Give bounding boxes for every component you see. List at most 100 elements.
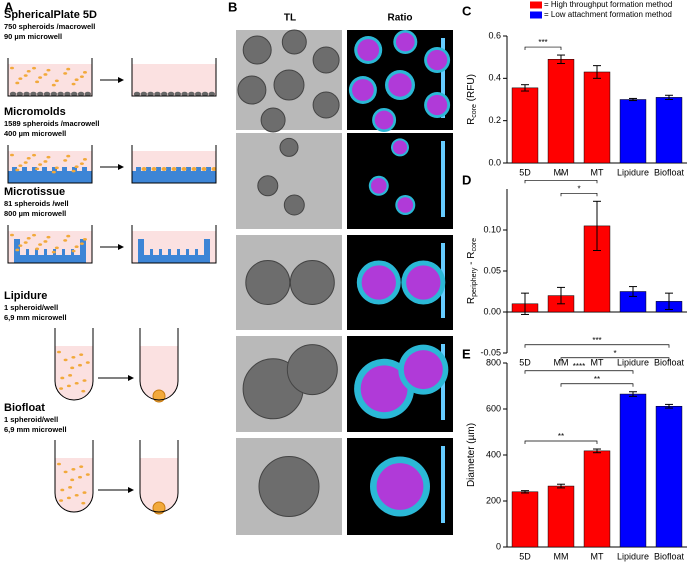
medium bbox=[8, 64, 92, 96]
cell bbox=[54, 79, 59, 83]
bar bbox=[655, 405, 683, 548]
ratio-core bbox=[403, 350, 443, 390]
significance-label: * bbox=[577, 184, 580, 193]
significance-bracket bbox=[560, 383, 634, 387]
well bbox=[131, 58, 217, 97]
cell bbox=[81, 501, 86, 505]
y-axis-label: Diameter (µm) bbox=[466, 423, 477, 487]
cell bbox=[32, 66, 37, 70]
cell bbox=[26, 69, 31, 73]
significance-label: * bbox=[559, 171, 562, 180]
mold-tooth bbox=[136, 167, 141, 172]
cell bbox=[43, 73, 48, 76]
y-axis-label-part: R bbox=[466, 118, 477, 125]
spheroid bbox=[43, 91, 51, 97]
x-tick-label: MM bbox=[554, 551, 569, 561]
significance-label: *** bbox=[592, 336, 601, 345]
spheroid bbox=[211, 167, 217, 171]
cell bbox=[10, 153, 14, 157]
mold-tooth bbox=[52, 167, 57, 172]
method-size: 90 µm microwell bbox=[4, 32, 62, 41]
tl-spheroid bbox=[260, 107, 286, 133]
spheroid bbox=[9, 91, 17, 97]
mold-tooth bbox=[186, 167, 191, 172]
cell bbox=[60, 488, 65, 492]
cell bbox=[68, 486, 73, 489]
cell bbox=[79, 465, 84, 468]
cell bbox=[82, 158, 87, 161]
ratio-core bbox=[360, 365, 408, 413]
cell bbox=[54, 166, 59, 170]
well bbox=[7, 145, 93, 184]
significance-bracket bbox=[524, 370, 634, 374]
well bbox=[7, 225, 93, 264]
cell bbox=[35, 80, 40, 84]
cell bbox=[46, 68, 51, 72]
cell bbox=[79, 75, 84, 78]
spheroid bbox=[64, 91, 71, 97]
insert bbox=[138, 239, 210, 263]
x-tick-label: 5D bbox=[519, 357, 531, 367]
y-tick-label: 200 bbox=[486, 495, 501, 505]
significance-label: **** bbox=[573, 362, 585, 371]
mold-tooth bbox=[146, 167, 151, 172]
ratio-core bbox=[376, 463, 424, 510]
mold-tooth bbox=[156, 167, 161, 172]
ratio-core bbox=[426, 94, 448, 116]
cell bbox=[85, 473, 90, 476]
bar bbox=[547, 485, 575, 548]
insert-post bbox=[177, 249, 180, 255]
insert-post bbox=[150, 249, 153, 255]
method-name: SphericalPlate 5D bbox=[4, 9, 97, 21]
y-tick-label: 600 bbox=[486, 403, 501, 413]
cell bbox=[78, 475, 82, 479]
mold-tooth bbox=[22, 167, 27, 172]
cell bbox=[63, 470, 68, 474]
tube bbox=[139, 328, 179, 401]
cell bbox=[38, 243, 43, 246]
arrow-head bbox=[128, 375, 134, 381]
mold-tooth bbox=[42, 167, 47, 172]
y-tick-label: 800 bbox=[486, 357, 501, 367]
arrow-head bbox=[118, 164, 124, 170]
mold-tooth bbox=[206, 167, 211, 172]
significance-bracket bbox=[524, 179, 598, 184]
ratio-core bbox=[392, 140, 408, 155]
spheroid bbox=[151, 167, 157, 171]
insert-post bbox=[44, 249, 47, 255]
cell bbox=[66, 154, 71, 158]
cell bbox=[70, 366, 75, 370]
tl-spheroid bbox=[286, 344, 338, 396]
medium bbox=[140, 458, 178, 512]
cell bbox=[15, 81, 20, 85]
bar bbox=[511, 491, 539, 548]
cell bbox=[35, 247, 40, 251]
x-tick-label: Lipidure bbox=[617, 551, 649, 561]
y-tick-label: -0.05 bbox=[480, 347, 501, 357]
cell bbox=[71, 169, 76, 173]
insert-post bbox=[26, 249, 29, 255]
cell bbox=[63, 72, 68, 75]
spheroid bbox=[71, 91, 78, 97]
y-axis-label-part: R bbox=[466, 297, 477, 304]
cell bbox=[82, 238, 87, 241]
cell bbox=[74, 78, 79, 81]
cell bbox=[71, 467, 76, 471]
spheroid bbox=[161, 91, 168, 97]
cell bbox=[46, 155, 51, 159]
cell bbox=[57, 350, 61, 354]
method-count: 81 spheroids /well bbox=[4, 199, 69, 208]
spheroid bbox=[77, 91, 85, 97]
mold-tooth bbox=[82, 167, 87, 172]
spheroid bbox=[141, 167, 147, 171]
cell bbox=[79, 353, 84, 356]
cell bbox=[66, 384, 71, 388]
colorbar bbox=[441, 141, 445, 217]
bar bbox=[655, 97, 683, 164]
method-name: Lipidure bbox=[4, 290, 47, 302]
y-tick-label: 0.05 bbox=[483, 265, 501, 275]
spheroid bbox=[57, 91, 64, 97]
cell bbox=[60, 376, 65, 380]
significance-label: *** bbox=[538, 38, 547, 47]
x-tick-label: MT bbox=[591, 357, 604, 367]
